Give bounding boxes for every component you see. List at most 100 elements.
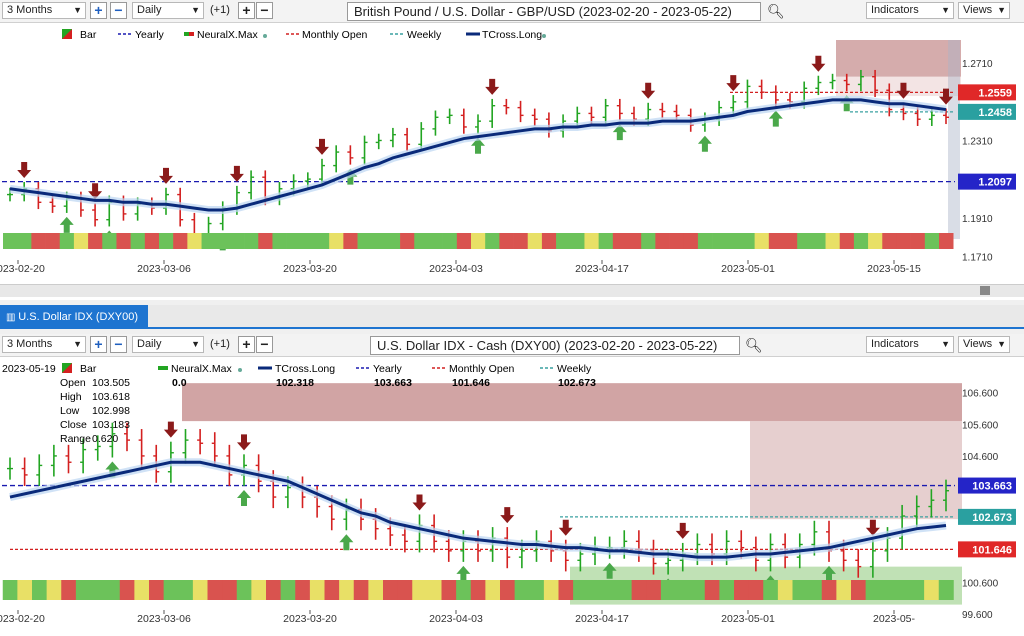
search-icon[interactable]: 🔍︎ <box>767 3 785 19</box>
gbpusd-chart[interactable]: 1.1710 1.1910 1.2310 1.2710 1.2097 1.2559 1.24… <box>0 22 1024 300</box>
indicators-button[interactable]: Indicators ▼ <box>866 336 954 353</box>
strength-strip-cell <box>280 580 296 600</box>
ohlc-close-label: Close <box>60 419 87 431</box>
interval-select[interactable]: Daily ▼ <box>132 336 204 353</box>
strength-strip-cell <box>938 580 954 600</box>
strength-strip-cell <box>882 233 897 249</box>
top-toolbar: 3 Months ▼ + − Daily ▼ (+1) + − British Po… <box>0 0 1024 23</box>
down-signal-arrow <box>315 138 329 155</box>
strength-strip-cell <box>777 580 793 600</box>
strength-strip-cell <box>244 233 259 249</box>
views-button[interactable]: Views ▼ <box>958 2 1010 19</box>
price-tick-label: 105.600 <box>962 420 999 431</box>
level-badge-text-weekly: 1.2458 <box>978 107 1012 119</box>
strength-strip-cell <box>251 580 267 600</box>
price-tick-label: 99.600 <box>962 610 993 621</box>
legend-monthly-open: Monthly Open <box>302 29 368 41</box>
step-plus-button[interactable]: + <box>238 336 255 353</box>
down-signal-arrow <box>229 165 244 182</box>
strength-strip-cell <box>697 233 713 249</box>
up-signal-arrow <box>471 137 485 154</box>
strength-strip-cell <box>704 580 720 600</box>
step-label: (+1) <box>210 4 230 16</box>
legend-monthly-open: Monthly Open <box>449 363 515 375</box>
ohlc-low: 102.998 <box>92 405 130 417</box>
strength-strip-cell <box>660 580 676 600</box>
chart-title[interactable]: British Pound / U.S. Dollar - GBP/USD (2… <box>347 2 761 21</box>
zoom-out-button[interactable]: − <box>110 2 127 19</box>
top-hscrollbar[interactable] <box>0 284 1024 297</box>
chart-title[interactable]: U.S. Dollar IDX - Cash (DXY00) (2023-02-… <box>370 336 740 355</box>
up-signal-arrow <box>59 216 74 233</box>
strength-strip-cell <box>641 233 656 249</box>
strength-strip-cell <box>768 233 784 249</box>
period-select[interactable]: 3 Months ▼ <box>2 2 86 19</box>
dxy-chart[interactable]: 99.600 100.600 104.600 105.600 106.600 103.66… <box>0 356 1024 636</box>
down-signal-arrow <box>865 519 880 536</box>
strength-strip-cell <box>102 233 117 249</box>
strength-strip-cell <box>329 233 344 249</box>
chevron-down-icon: ▼ <box>191 5 200 15</box>
views-button[interactable]: Views ▼ <box>958 336 1010 353</box>
step-label: (+1) <box>210 338 230 350</box>
strength-strip-cell <box>149 580 164 600</box>
step-minus-button[interactable]: − <box>256 336 273 353</box>
strength-strip-cell <box>500 580 515 600</box>
strength-strip-cell <box>272 233 287 249</box>
signal-zone <box>836 76 961 97</box>
down-signal-arrow <box>641 82 656 99</box>
chevron-down-icon: ▼ <box>191 339 200 349</box>
level-badge-text-yearly: 103.663 <box>972 481 1012 493</box>
strength-strip-cell <box>514 580 530 600</box>
ohlc-range-label: Range <box>60 433 91 445</box>
strength-strip-cell <box>116 233 131 249</box>
legend-bar: Bar <box>80 29 97 41</box>
strength-strip-cell <box>163 580 179 600</box>
strength-strip-cell <box>712 233 727 249</box>
chevron-down-icon: ▼ <box>73 339 82 349</box>
zoom-out-button[interactable]: − <box>110 336 127 353</box>
price-tick-label: 104.600 <box>962 452 999 463</box>
strength-strip-cell <box>748 580 764 600</box>
step-minus-button[interactable]: − <box>256 2 273 19</box>
legend-yearly: Yearly <box>135 29 165 41</box>
strength-strip-cell <box>105 580 121 600</box>
strength-strip-cell <box>910 233 926 249</box>
strength-strip-cell <box>441 580 457 600</box>
bottom-toolbar: 3 Months ▼ + − Daily ▼ (+1) + − U.S. Dolla… <box>0 334 1024 357</box>
search-icon[interactable]: 🔍︎ <box>745 337 763 353</box>
legend-neuralx-value: 0.0 <box>172 377 187 389</box>
strength-strip-cell <box>734 580 749 600</box>
strength-strip-cell <box>631 580 647 600</box>
strength-strip-cell <box>669 233 685 249</box>
strength-strip-cell <box>258 233 273 249</box>
strength-strip-cell <box>371 233 387 249</box>
legend-tcross-value: 102.318 <box>276 377 314 389</box>
step-plus-button[interactable]: + <box>238 2 255 19</box>
strength-strip-cell <box>90 580 106 600</box>
indicators-button[interactable]: Indicators ▼ <box>866 2 954 19</box>
strength-strip-cell <box>2 580 18 600</box>
strength-strip-cell <box>295 580 311 600</box>
zoom-in-button[interactable]: + <box>90 336 107 353</box>
strength-strip-cell <box>385 233 401 249</box>
period-select[interactable]: 3 Months ▼ <box>2 336 86 353</box>
strength-strip-cell <box>324 580 340 600</box>
interval-select[interactable]: Daily ▼ <box>132 2 204 19</box>
zoom-in-button[interactable]: + <box>90 2 107 19</box>
legend-neuralx: NeuralX.Max <box>171 363 232 375</box>
level-badge-text-yearly: 1.2097 <box>978 177 1012 189</box>
down-signal-arrow <box>412 494 427 511</box>
strength-strip-cell <box>339 580 355 600</box>
strength-strip-cell <box>119 580 135 600</box>
scroll-thumb[interactable] <box>980 286 990 295</box>
strength-strip-cell <box>397 580 413 600</box>
level-badge-text-weekly: 102.673 <box>972 512 1012 524</box>
strength-strip-cell <box>32 580 47 600</box>
tab-dxy00[interactable]: ▥ U.S. Dollar IDX (DXY00) <box>0 305 148 329</box>
signal-zone <box>948 40 960 240</box>
strength-strip-cell <box>357 233 373 249</box>
strength-strip-cell <box>836 580 852 600</box>
strength-strip-cell <box>783 233 798 249</box>
ohlc-date: 2023-05-19 <box>2 363 56 375</box>
